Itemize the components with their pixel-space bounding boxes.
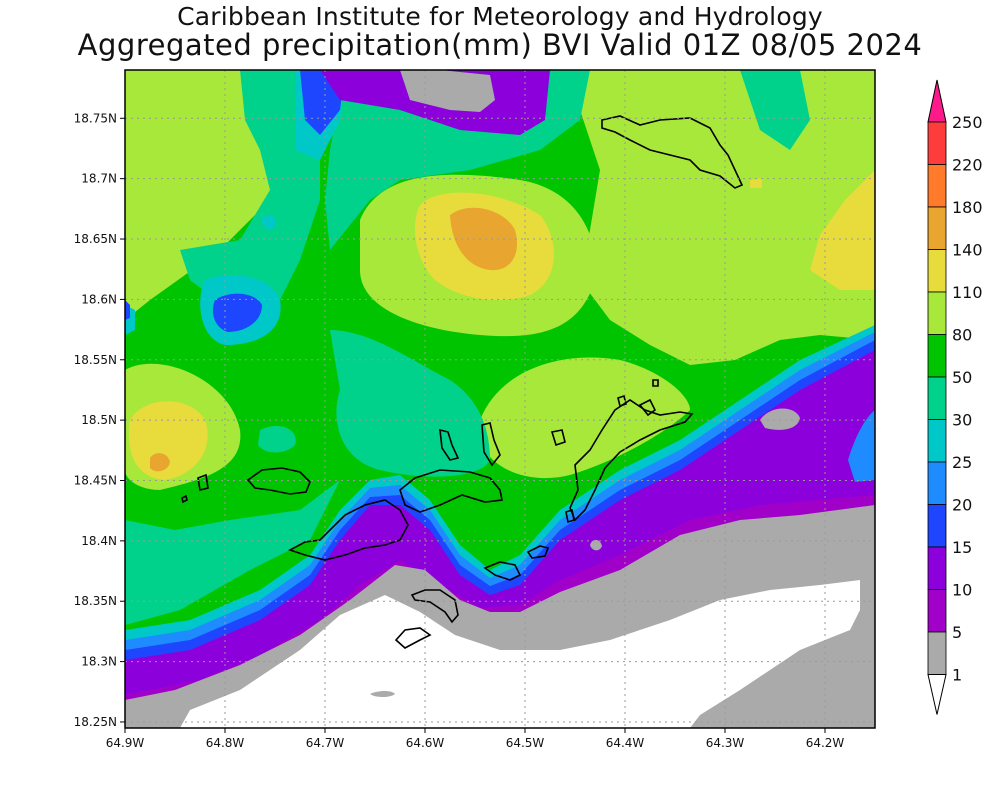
island-small-islet-1	[181, 494, 188, 504]
y-tick-label: 18.35N	[74, 594, 117, 608]
island-guana	[439, 428, 460, 461]
island-necker	[638, 398, 657, 417]
island-outlines	[181, 115, 744, 649]
colorbar-label: 10	[952, 581, 972, 600]
colorbar-segment	[927, 589, 947, 633]
y-tick-label: 18.5N	[81, 413, 117, 427]
map-area	[125, 70, 875, 728]
y-tick-label: 18.75N	[74, 111, 117, 125]
colorbar-label: 220	[952, 156, 983, 175]
y-tick-label: 18.25N	[74, 715, 117, 729]
colorbar-segment	[927, 249, 947, 293]
x-tick-label: 64.8W	[206, 736, 245, 750]
colorbar-label: 180	[952, 198, 983, 217]
island-small-islet-4	[652, 379, 659, 387]
y-tick-label: 18.6N	[81, 292, 117, 306]
y-tick-label: 18.3N	[81, 655, 117, 669]
precip-region-south-bands	[125, 70, 875, 728]
y-tick-label: 18.45N	[74, 473, 117, 487]
x-tick-label: 64.2W	[806, 736, 845, 750]
island-peter	[526, 545, 550, 559]
island-small-islet-2	[197, 473, 209, 491]
colorbar-segment	[927, 376, 947, 420]
island-jost-van-dyke	[246, 467, 311, 495]
colorbar-label: 1	[952, 666, 962, 685]
y-tick-label: 18.55N	[74, 353, 117, 367]
y-axis: 18.75N 18.7N 18.65N 18.6N 18.55N 18.5N 18.45N 1…	[74, 111, 125, 729]
colorbar-label: 250	[952, 113, 983, 132]
x-tick-label: 64.9W	[106, 736, 145, 750]
island-great-camanoe	[481, 422, 501, 467]
colorbar-label: 30	[952, 411, 972, 430]
map-frame	[124, 69, 876, 729]
colorbar-segment	[927, 461, 947, 505]
island-small-islet-3	[565, 508, 575, 524]
title-line-2: Aggregated precipitation(mm) BVI Valid 0…	[77, 28, 923, 62]
island-anegada	[601, 115, 744, 189]
island-tortola	[399, 469, 503, 513]
island-little-st-james	[410, 589, 459, 624]
colorbar-segment	[927, 164, 947, 208]
y-tick-label: 18.65N	[74, 232, 117, 246]
colorbar-label: 25	[952, 453, 972, 472]
colorbar-segment	[927, 504, 947, 548]
map-gridlines	[125, 70, 875, 728]
colorbar-segment	[927, 674, 947, 715]
colorbar-segment	[927, 546, 947, 590]
colorbar-segment	[927, 206, 947, 250]
x-axis: 64.9W 64.8W 64.7W 64.6W 64.5W 64.4W 64.3W 64.2W	[106, 728, 845, 750]
colorbar-segment	[927, 79, 947, 123]
colorbar-label: 110	[952, 283, 983, 302]
x-tick-label: 64.4W	[606, 736, 645, 750]
precip-region-140-180	[150, 207, 518, 472]
title-line-1: Caribbean Institute for Meteorology and …	[177, 2, 823, 31]
y-tick-label: 18.4N	[81, 534, 117, 548]
island-beef	[550, 429, 566, 447]
island-small-islet-5	[617, 394, 627, 408]
island-buck	[394, 627, 432, 649]
colorbar-label: 20	[952, 496, 972, 515]
y-tick-label: 18.7N	[81, 172, 117, 186]
colorbar-label: 50	[952, 368, 972, 387]
x-tick-label: 64.6W	[406, 736, 445, 750]
colorbar-label: 140	[952, 241, 983, 260]
colorbar-label: 5	[952, 623, 962, 642]
colorbar-label: 15	[952, 538, 972, 557]
island-st-john	[287, 499, 409, 561]
precipitation-colorbar: 250 220 180 140 110 80 50 30 25 20 15 10 5 1	[927, 79, 983, 715]
colorbar-segment	[927, 291, 947, 335]
x-tick-label: 64.5W	[506, 736, 545, 750]
colorbar-segment	[927, 631, 947, 675]
colorbar-segment	[927, 419, 947, 463]
colorbar-label: 80	[952, 326, 972, 345]
island-virgin-gorda	[569, 399, 694, 522]
x-tick-label: 64.7W	[306, 736, 345, 750]
island-norman	[483, 561, 522, 581]
x-tick-label: 64.3W	[706, 736, 745, 750]
colorbar-segment	[927, 334, 947, 378]
colorbar-segment	[927, 121, 947, 165]
